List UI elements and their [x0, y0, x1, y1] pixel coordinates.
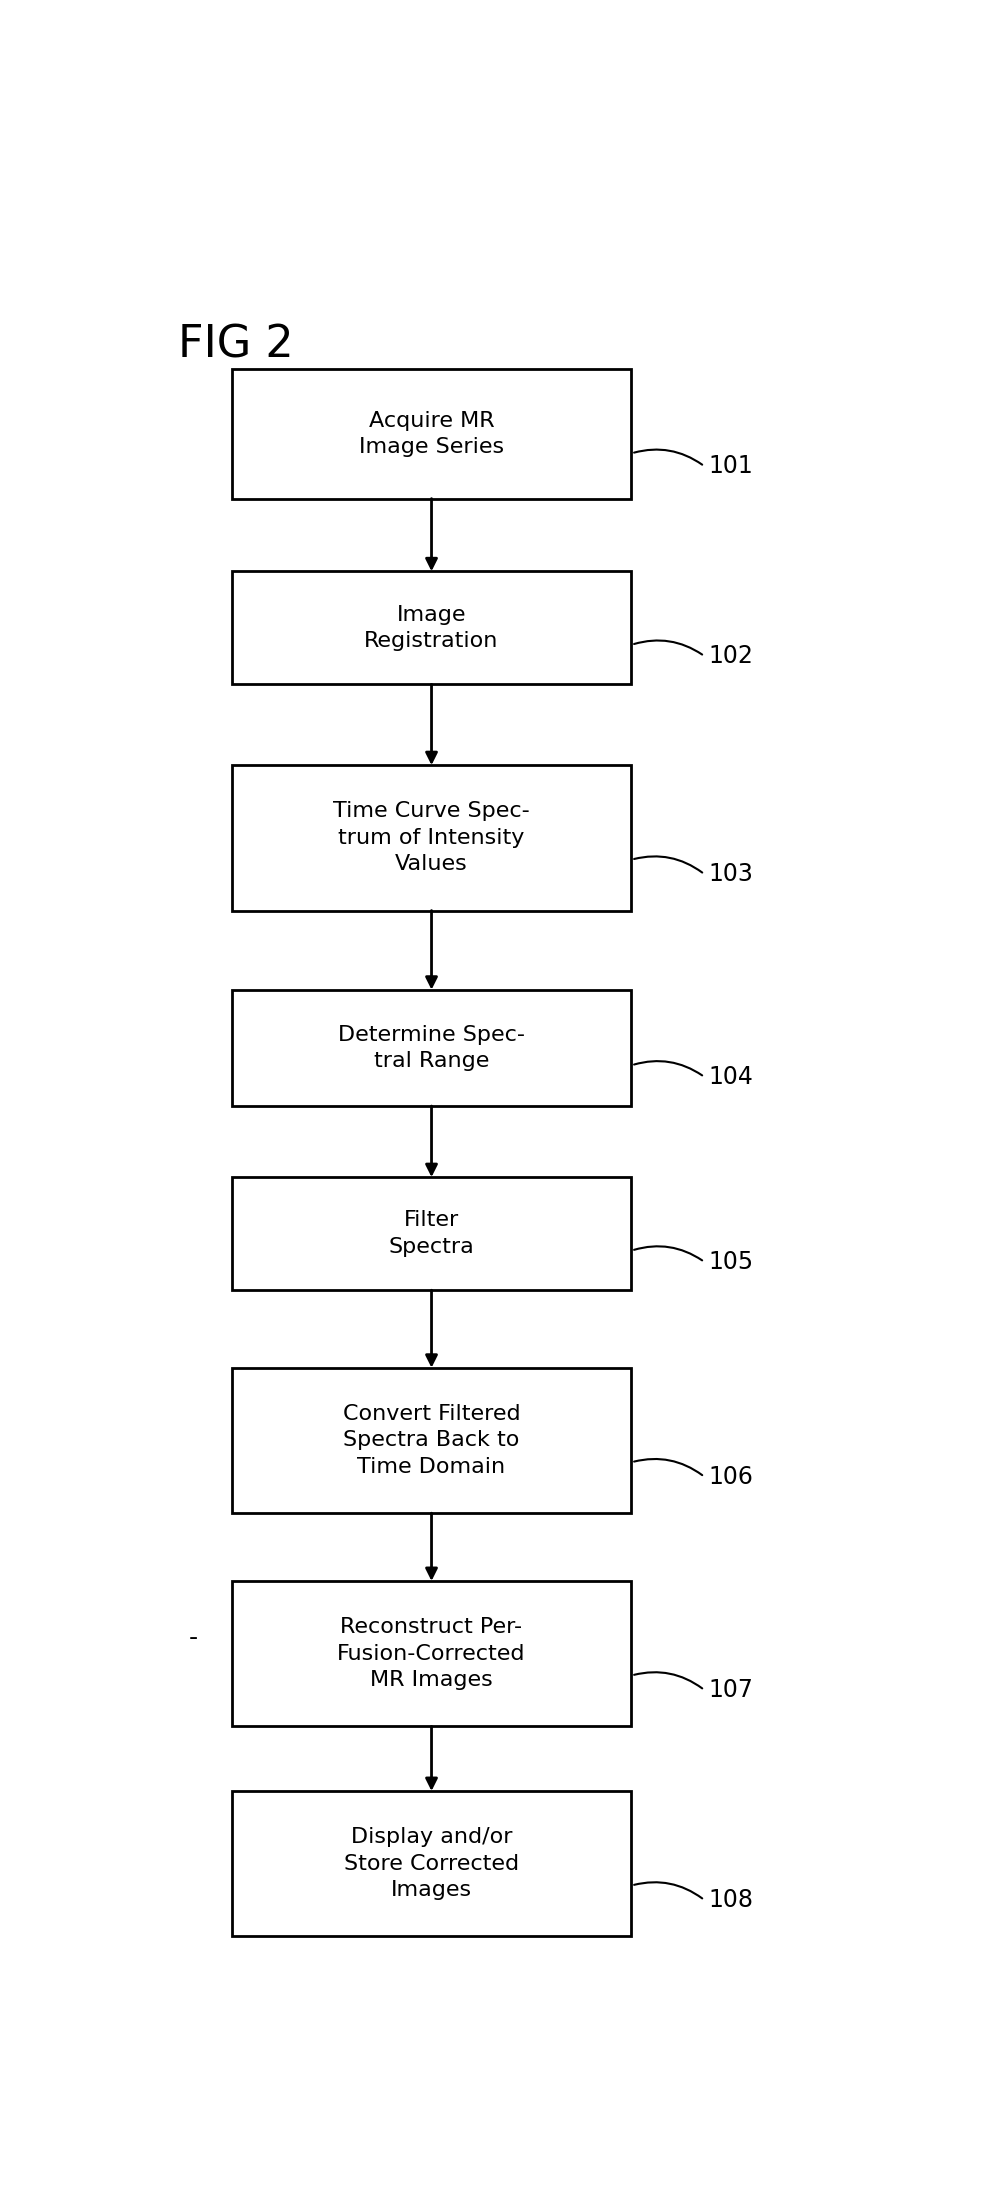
- Text: 108: 108: [708, 1888, 753, 1912]
- Text: Image
Registration: Image Registration: [364, 604, 499, 652]
- Text: -: -: [188, 1626, 197, 1650]
- Bar: [231, 1791, 632, 1936]
- Text: 106: 106: [708, 1465, 753, 1489]
- Text: 103: 103: [708, 861, 753, 886]
- Bar: [231, 989, 632, 1106]
- Text: Time Curve Spec-
trum of Intensity
Values: Time Curve Spec- trum of Intensity Value…: [333, 802, 530, 875]
- Text: FIG 2: FIG 2: [178, 324, 294, 366]
- Bar: [231, 1368, 632, 1513]
- Text: Reconstruct Per-
Fusion-Corrected
MR Images: Reconstruct Per- Fusion-Corrected MR Ima…: [337, 1617, 526, 1690]
- Text: 104: 104: [708, 1064, 753, 1088]
- Text: Filter
Spectra: Filter Spectra: [389, 1209, 474, 1258]
- Text: 101: 101: [708, 454, 753, 478]
- Text: 102: 102: [708, 643, 753, 668]
- Text: Acquire MR
Image Series: Acquire MR Image Series: [359, 410, 504, 458]
- Bar: [231, 571, 632, 685]
- Bar: [231, 1582, 632, 1727]
- Bar: [231, 764, 632, 910]
- Text: Convert Filtered
Spectra Back to
Time Domain: Convert Filtered Spectra Back to Time Do…: [342, 1403, 521, 1476]
- Bar: [231, 370, 632, 498]
- Text: Determine Spec-
tral Range: Determine Spec- tral Range: [338, 1024, 525, 1071]
- Text: Display and/or
Store Corrected
Images: Display and/or Store Corrected Images: [344, 1826, 519, 1901]
- Text: 105: 105: [708, 1249, 753, 1273]
- Bar: [231, 1176, 632, 1291]
- Text: 107: 107: [708, 1679, 753, 1703]
